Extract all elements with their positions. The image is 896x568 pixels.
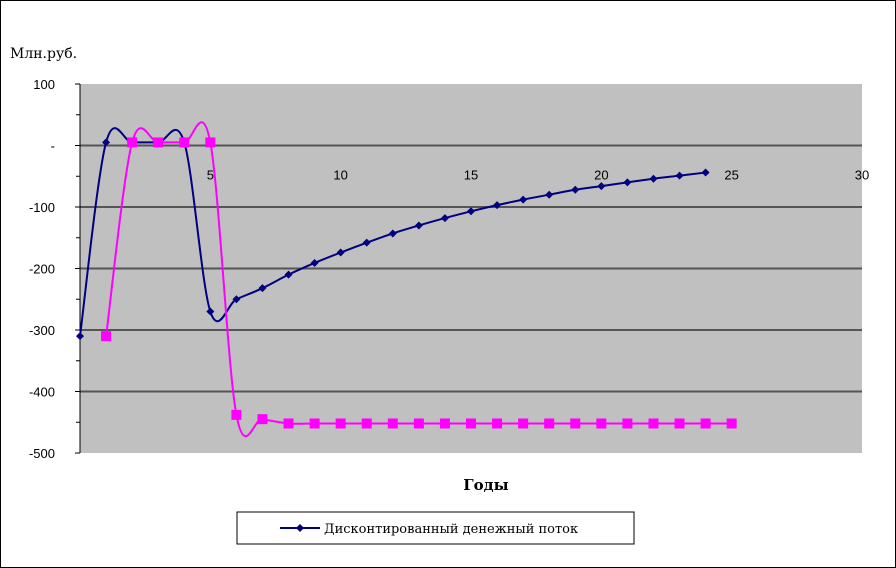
data-point: [726, 418, 737, 429]
data-point: [493, 201, 502, 210]
y-axis-label: Млн.руб.: [10, 46, 77, 62]
data-point: [623, 178, 632, 187]
x-tick-label: 20: [594, 168, 608, 183]
data-point: [335, 418, 346, 429]
legend-entry: Дисконтированный денежный поток: [324, 522, 578, 537]
data-point: [519, 195, 528, 204]
y-tick-label: -200: [29, 262, 55, 277]
data-point: [257, 414, 268, 425]
legend: Дисконтированный денежный поток: [236, 511, 635, 545]
data-point: [545, 190, 554, 199]
data-point: [284, 270, 293, 279]
x-tick-label: 5: [207, 168, 214, 183]
legend-diamond-icon: [296, 524, 304, 532]
y-tick-label: -100: [29, 200, 55, 215]
data-point: [466, 418, 476, 429]
data-point: [649, 174, 658, 183]
data-point: [414, 221, 423, 230]
data-point: [622, 418, 633, 429]
y-tick-label: -300: [29, 323, 55, 338]
x-tick-label: 25: [724, 168, 738, 183]
series-0: [76, 127, 710, 341]
data-point: [309, 418, 320, 429]
data-point: [362, 238, 371, 247]
data-point: [700, 418, 711, 429]
data-point: [648, 418, 659, 429]
data-point: [101, 331, 112, 342]
data-point: [413, 418, 424, 429]
data-point: [231, 409, 242, 420]
data-point: [206, 307, 215, 316]
series-1: [101, 121, 737, 437]
data-point: [492, 418, 503, 429]
data-point: [674, 418, 685, 429]
data-point: [544, 418, 555, 429]
data-point: [518, 418, 529, 429]
y-tick-label: -400: [29, 385, 55, 400]
data-point: [232, 295, 241, 304]
data-point: [467, 207, 475, 216]
data-point: [283, 418, 294, 429]
data-point: [76, 332, 84, 341]
data-point: [701, 168, 710, 177]
data-point: [571, 185, 580, 194]
data-point: [153, 137, 164, 148]
y-tick-label: -: [51, 139, 55, 154]
data-point: [440, 214, 449, 223]
data-point: [596, 418, 607, 429]
data-point: [310, 258, 319, 267]
data-point: [388, 229, 397, 238]
data-point: [570, 418, 581, 429]
x-tick-label: 15: [464, 168, 478, 183]
data-point: [102, 138, 111, 147]
x-axis-label: Годы: [463, 476, 508, 494]
data-point: [361, 418, 372, 429]
data-point: [439, 418, 450, 429]
data-point: [127, 137, 138, 148]
data-point: [205, 137, 216, 148]
data-point: [258, 284, 267, 293]
y-tick-label: 100: [33, 77, 55, 92]
data-point: [597, 182, 606, 191]
data-point: [387, 418, 398, 429]
y-tick-label: -500: [29, 446, 55, 461]
data-point: [179, 137, 190, 148]
series-line: [79, 127, 706, 337]
x-tick-label: 10: [333, 168, 347, 183]
data-point: [336, 248, 345, 257]
data-point: [675, 171, 684, 180]
x-tick-label: 30: [855, 168, 869, 183]
